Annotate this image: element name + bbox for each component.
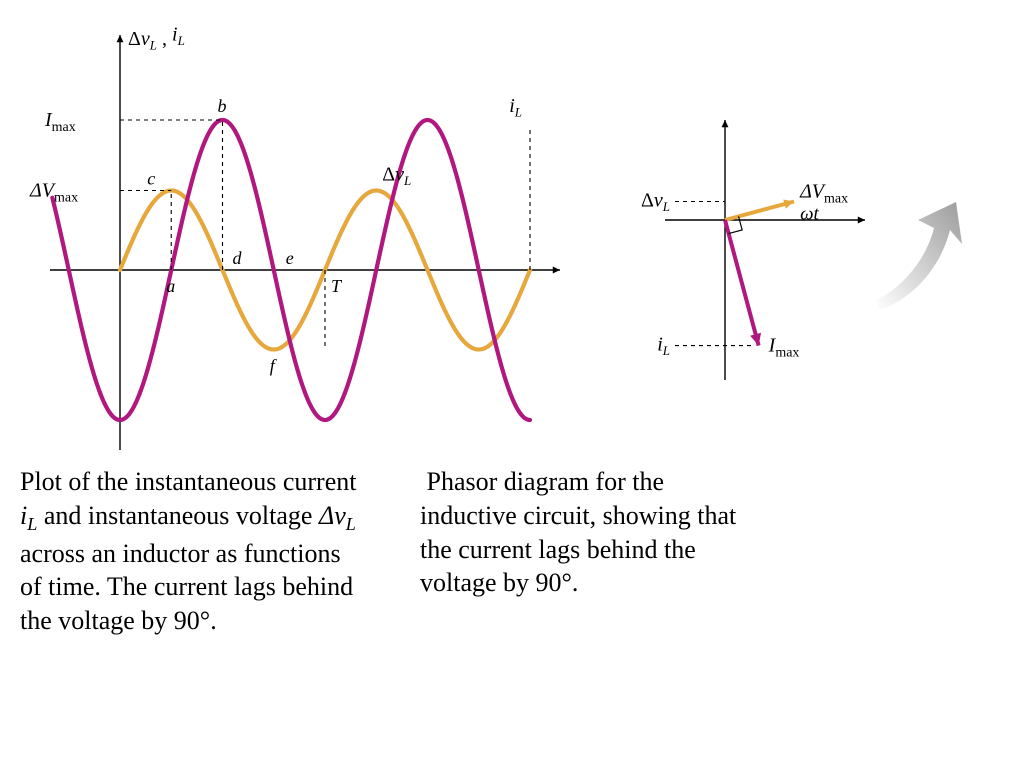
svg-text:ΔVmax: ΔVmax: [29, 180, 78, 206]
svg-text:b: b: [218, 96, 227, 116]
svg-text:iL: iL: [657, 334, 670, 358]
caption-right: Phasor diagram for the inductive circuit…: [420, 465, 750, 638]
page-container: ΔvL , iLtImaxΔVmaxabcdefTΔvLiL ΔvLΔVmaxω…: [20, 20, 1004, 638]
svg-text:T: T: [331, 276, 343, 296]
svg-text:ΔvL: ΔvL: [641, 189, 670, 213]
phasor-diagram: ΔvLΔVmaxωtiLImax: [630, 110, 990, 415]
svg-text:a: a: [166, 276, 175, 296]
waveform-plot: ΔvL , iLtImaxΔVmaxabcdefTΔvLiL: [20, 20, 560, 455]
svg-text:ΔvL , iL: ΔvL , iL: [128, 24, 185, 53]
svg-text:f: f: [270, 356, 278, 376]
svg-text:iL: iL: [509, 95, 522, 119]
svg-text:d: d: [233, 248, 243, 268]
svg-text:e: e: [286, 248, 294, 268]
svg-text:Imax: Imax: [44, 109, 76, 135]
waveform-svg: ΔvL , iLtImaxΔVmaxabcdefTΔvLiL: [20, 20, 560, 450]
diagrams-row: ΔvL , iLtImaxΔVmaxabcdefTΔvLiL ΔvLΔVmaxω…: [20, 20, 1004, 455]
svg-text:ωt: ωt: [800, 203, 819, 224]
svg-text:c: c: [147, 169, 155, 189]
phasor-svg: ΔvLΔVmaxωtiLImax: [630, 110, 990, 410]
caption-left: Plot of the instantaneous current iL and…: [20, 465, 360, 638]
captions-row: Plot of the instantaneous current iL and…: [20, 465, 1004, 638]
svg-text:Imax: Imax: [768, 335, 800, 361]
svg-text:ΔvL: ΔvL: [382, 164, 411, 188]
